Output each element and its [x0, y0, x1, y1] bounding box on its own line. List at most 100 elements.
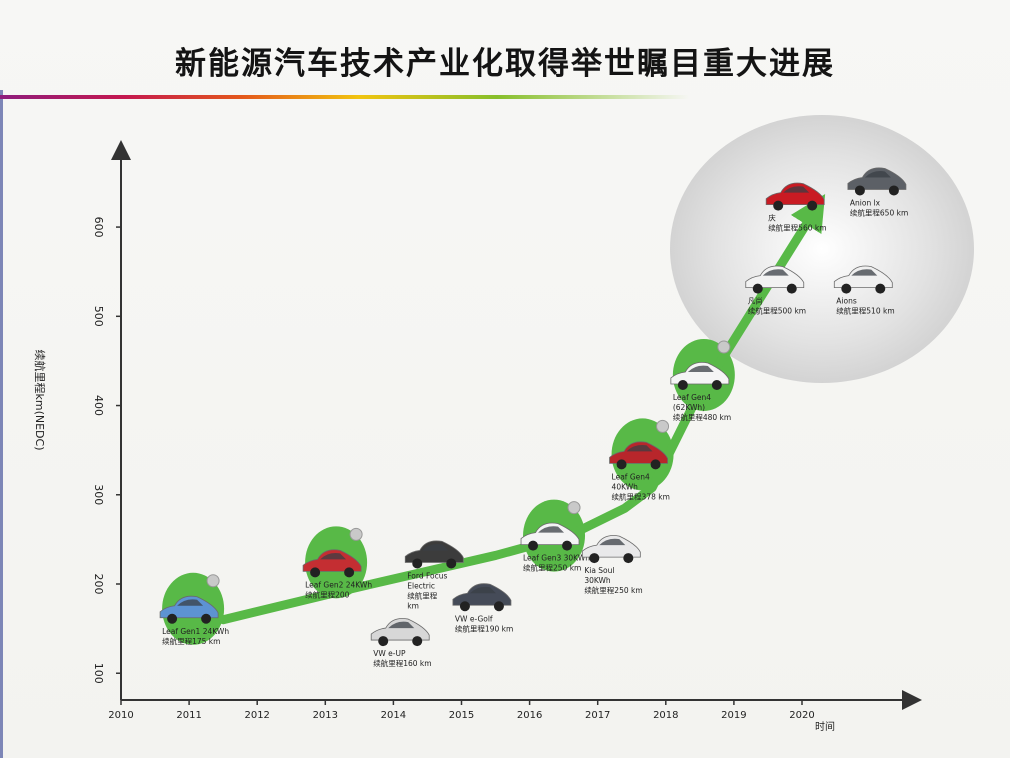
title-gradient-rule [0, 95, 690, 99]
car-car-red-sport-icon [765, 182, 825, 206]
car-leaf-gen4-62-wheel-front [677, 379, 688, 390]
car-ford-focus-wheel-rear [446, 558, 457, 569]
car-aion-lx-window [864, 171, 891, 178]
x-tick-label-2015: 2015 [449, 710, 474, 721]
car-kia-soul-caption-2: 续航里程250 km [584, 585, 642, 595]
car-car-white-sedan-window [762, 269, 789, 276]
car-leaf-gen4-62-caption-1: (62KWh) [673, 403, 705, 412]
car-leaf-gen4-62: Leaf Gen4(62KWh)续航里程480 km [670, 340, 731, 422]
car-car-white-sedan-wheel-front [752, 283, 763, 294]
car-leaf-gen4-62-wheel-rear [711, 379, 722, 390]
y-tick-label-100: 100 [92, 663, 105, 684]
car-car-white-sedan-icon [745, 265, 805, 289]
car-vw-e-up-caption-0: VW e-UP [373, 649, 406, 658]
car-car-white-sedan-caption-0: 凡尚 [748, 296, 763, 306]
car-kia-soul-icon [581, 535, 641, 558]
car-aion-s-caption-1: 续航里程510 km [836, 306, 894, 316]
car-aion-s-icon [833, 265, 893, 289]
car-car-red-sport-caption-0: 庆 [768, 213, 776, 223]
x-tick-label-2020: 2020 [789, 710, 814, 721]
car-leaf-gen4-62-window [687, 365, 714, 372]
car-leaf-gen4-62-badge-icon [717, 340, 731, 354]
car-leaf-gen3-wheel-rear [562, 540, 573, 551]
car-leaf-gen4-40-wheel-front [616, 459, 627, 470]
car-vw-e-golf-window [469, 586, 496, 594]
x-tick-label-2014: 2014 [381, 710, 406, 721]
slide-left-edge [0, 90, 3, 758]
trend-line [218, 193, 826, 625]
x-tick-label-2018: 2018 [653, 710, 678, 721]
car-leaf-gen2-wheel-front [310, 567, 321, 578]
car-car-white-sedan-wheel-rear [786, 283, 797, 294]
car-vw-e-golf-icon [452, 583, 512, 606]
car-car-red-sport-wheel-front [773, 200, 784, 211]
car-leaf-gen1-caption-0: Leaf Gen1 24KWh [162, 627, 229, 636]
car-kia-soul-caption-1: 30KWh [584, 576, 611, 585]
car-ford-focus-caption-3: km [407, 601, 419, 610]
car-leaf-gen1-caption-1: 续航里程175 km [162, 636, 220, 646]
car-leaf-gen1-icon [159, 595, 219, 619]
car-vw-e-up-icon [370, 618, 430, 641]
car-ford-focus-caption-2: 续航里程 [407, 590, 437, 600]
y-tick-label-600: 600 [92, 217, 105, 238]
car-leaf-gen2-window [320, 552, 347, 560]
car-aion-lx-icon [847, 167, 907, 190]
car-leaf-gen4-62-icon [670, 362, 730, 385]
car-leaf-gen4-40-window [626, 445, 653, 452]
car-vw-e-golf-caption-0: VW e-Golf [455, 614, 493, 623]
car-kia-soul-wheel-front [589, 553, 600, 564]
car-aion-lx-caption-1: 续航里程650 km [850, 207, 908, 217]
car-kia-soul-caption-0: Kia Soul [584, 566, 614, 575]
car-leaf-gen4-62-caption-0: Leaf Gen4 [673, 393, 711, 402]
car-leaf-gen3-wheel-front [528, 540, 539, 551]
car-ford-focus-icon [404, 540, 464, 563]
x-tick-label-2012: 2012 [244, 710, 269, 721]
car-aion-s-wheel-rear [875, 283, 886, 294]
x-tick-label-2013: 2013 [313, 710, 338, 721]
car-car-white-sedan-caption-1: 续航里程500 km [748, 306, 806, 316]
car-leaf-gen3-window [538, 526, 565, 533]
x-tick-label-2016: 2016 [517, 710, 542, 721]
car-car-red-sport-wheel-rear [807, 200, 818, 211]
car-leaf-gen3-badge-icon [567, 501, 581, 515]
car-leaf-gen4-40-caption-2: 续航里程378 km [612, 491, 670, 501]
x-tick-label-2017: 2017 [585, 710, 610, 721]
car-ford-focus-caption-1: Electric [407, 581, 435, 590]
x-axis-label: 时间 [815, 720, 835, 733]
car-leaf-gen1-badge-icon [206, 574, 220, 588]
car-ford-focus-wheel-front [412, 558, 423, 569]
car-aion-s-window [851, 269, 878, 276]
car-vw-e-up-caption-1: 续航里程160 km [373, 658, 431, 668]
y-axis-label: 续航里程km(NEDC) [33, 350, 47, 451]
car-leaf-gen4-40-caption-0: Leaf Gen4 [612, 472, 650, 481]
y-ticks: 100 200 300 400 500 600 [92, 217, 121, 684]
axes [111, 140, 922, 710]
x-tick-label-2011: 2011 [176, 710, 201, 721]
car-aion-s-wheel-front [841, 283, 852, 294]
car-aion-lx-caption-0: Anion lx [850, 198, 881, 207]
car-vw-e-up-wheel-front [378, 636, 389, 647]
car-leaf-gen4-40-icon [609, 441, 668, 464]
y-tick-label-300: 300 [92, 484, 105, 505]
x-ticks: 2010 2011 2012 2013 2014 2015 2016 2017 2018 2019… [108, 700, 815, 721]
car-aion-lx-wheel-rear [888, 185, 899, 196]
car-leaf-gen3-icon [520, 522, 580, 545]
car-vw-e-up-window [388, 621, 415, 629]
car-car-red-sport-window [783, 186, 810, 193]
x-tick-label-2010: 2010 [108, 710, 133, 721]
car-aion-lx-wheel-front [854, 185, 865, 196]
car-leaf-gen4-40-wheel-rear [650, 459, 661, 470]
car-leaf-gen1-wheel-front [167, 613, 178, 624]
car-aion-s-caption-0: Aions [836, 297, 857, 306]
car-vw-e-golf-caption-1: 续航里程190 km [455, 623, 513, 633]
y-tick-label-400: 400 [92, 395, 105, 416]
car-vw-e-up-wheel-rear [412, 636, 423, 647]
